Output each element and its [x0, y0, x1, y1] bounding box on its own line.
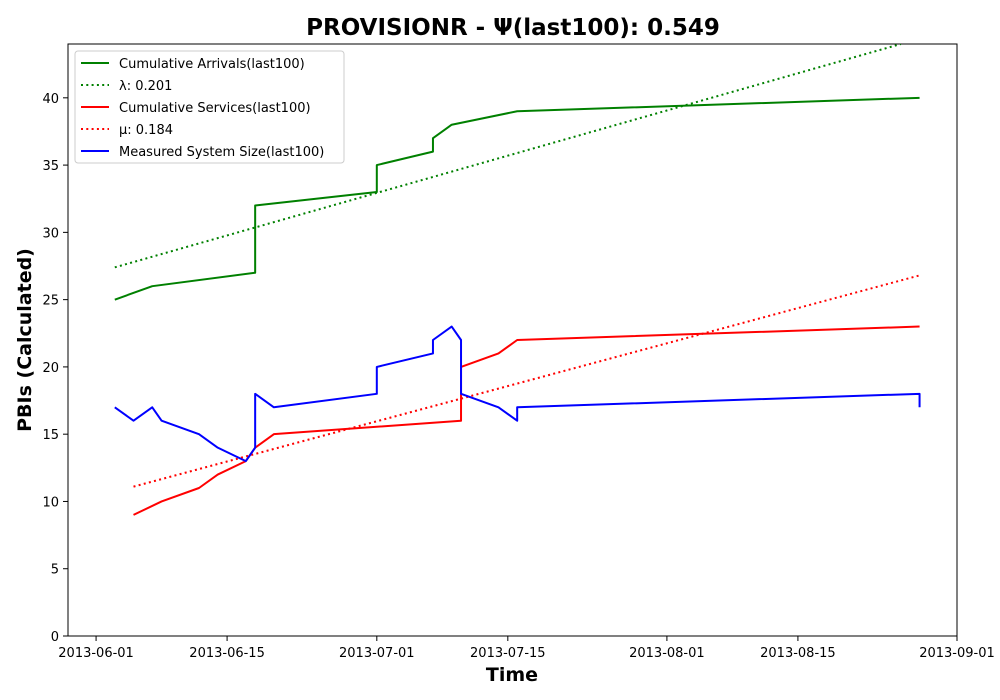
legend-box	[74, 50, 345, 164]
x-tick-label: 2013-07-15	[470, 646, 546, 661]
x-tick-label: 2013-09-01	[919, 646, 995, 661]
x-tick-label: 2013-08-15	[760, 646, 836, 661]
y-tick-label: 10	[42, 495, 59, 510]
series-line-2	[133, 325, 920, 516]
chart-title: PROVISIONR - Ψ(last100): 0.549	[306, 15, 720, 41]
legend-entry: Cumulative Arrivals(last100)	[119, 57, 305, 72]
x-tick-label: 2013-06-15	[189, 646, 265, 661]
y-tick-label: 15	[42, 428, 59, 443]
y-tick-label: 5	[51, 563, 59, 578]
legend: Cumulative Arrivals(last100) λ: 0.201 Cumu…	[74, 50, 345, 164]
plot-frame	[67, 43, 958, 637]
y-tick-label: 40	[42, 92, 59, 107]
y-axis-label: PBIs (Calculated)	[14, 248, 36, 432]
y-tick-label: 20	[42, 361, 59, 376]
y-tick-label: 35	[42, 159, 59, 174]
x-tick-label: 2013-08-01	[629, 646, 705, 661]
y-tick-label: 0	[51, 630, 59, 645]
legend-entry: μ: 0.184	[119, 123, 173, 138]
legend-entry: Cumulative Services(last100)	[119, 101, 311, 116]
axis-ticks: 2013-06-01 2013-06-15 2013-07-01 2013-07-15…	[42, 92, 994, 661]
series-line-1	[114, 44, 902, 269]
y-tick-label: 30	[42, 226, 59, 241]
series-line-0	[114, 96, 920, 301]
legend-entry: Measured System Size(last100)	[119, 145, 324, 160]
x-axis-label: Time	[486, 664, 538, 686]
legend-entry: λ: 0.201	[119, 79, 172, 94]
x-tick-label: 2013-07-01	[339, 646, 415, 661]
x-tick-label: 2013-06-01	[58, 646, 134, 661]
series-line-4	[114, 325, 921, 463]
series-line-3	[133, 274, 920, 488]
y-tick-label: 25	[42, 294, 59, 309]
